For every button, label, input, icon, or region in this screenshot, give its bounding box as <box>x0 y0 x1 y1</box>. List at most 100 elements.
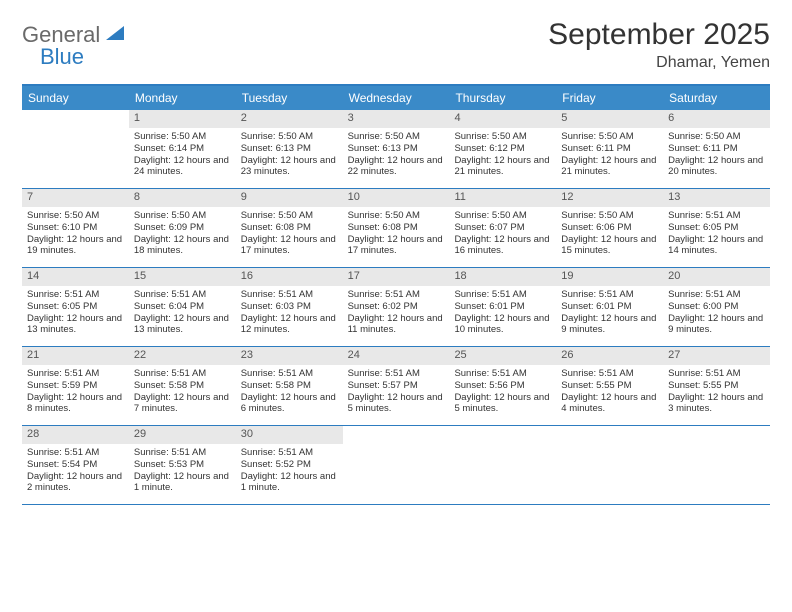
day-cell: 4Sunrise: 5:50 AMSunset: 6:12 PMDaylight… <box>449 110 556 188</box>
sunrise-line: Sunrise: 5:50 AM <box>348 210 445 222</box>
sunrise-line: Sunrise: 5:51 AM <box>27 289 124 301</box>
sunrise-line: Sunrise: 5:50 AM <box>454 131 551 143</box>
sunrise-line: Sunrise: 5:51 AM <box>241 368 338 380</box>
day-cell: 13Sunrise: 5:51 AMSunset: 6:05 PMDayligh… <box>663 189 770 267</box>
sunset-line: Sunset: 5:53 PM <box>134 459 231 471</box>
day-cell <box>663 426 770 504</box>
day-number: 17 <box>343 268 450 286</box>
sunrise-line: Sunrise: 5:51 AM <box>454 289 551 301</box>
sunset-line: Sunset: 6:08 PM <box>348 222 445 234</box>
day-number: 19 <box>556 268 663 286</box>
week-row: 21Sunrise: 5:51 AMSunset: 5:59 PMDayligh… <box>22 347 770 426</box>
sunset-line: Sunset: 5:58 PM <box>134 380 231 392</box>
day-number: 11 <box>449 189 556 207</box>
sunrise-line: Sunrise: 5:51 AM <box>241 447 338 459</box>
day-cell <box>449 426 556 504</box>
weekday-header: Sunday <box>22 86 129 110</box>
day-number: 3 <box>343 110 450 128</box>
daylight-line: Daylight: 12 hours and 5 minutes. <box>454 392 551 416</box>
day-cell: 5Sunrise: 5:50 AMSunset: 6:11 PMDaylight… <box>556 110 663 188</box>
day-number: 18 <box>449 268 556 286</box>
day-body: Sunrise: 5:50 AMSunset: 6:07 PMDaylight:… <box>449 207 556 263</box>
daylight-line: Daylight: 12 hours and 17 minutes. <box>348 234 445 258</box>
daylight-line: Daylight: 12 hours and 1 minute. <box>241 471 338 495</box>
day-cell: 28Sunrise: 5:51 AMSunset: 5:54 PMDayligh… <box>22 426 129 504</box>
day-body: Sunrise: 5:51 AMSunset: 5:56 PMDaylight:… <box>449 365 556 421</box>
sunrise-line: Sunrise: 5:51 AM <box>668 289 765 301</box>
day-cell: 18Sunrise: 5:51 AMSunset: 6:01 PMDayligh… <box>449 268 556 346</box>
day-number: 9 <box>236 189 343 207</box>
week-row: 1Sunrise: 5:50 AMSunset: 6:14 PMDaylight… <box>22 110 770 189</box>
sunrise-line: Sunrise: 5:51 AM <box>134 289 231 301</box>
sunrise-line: Sunrise: 5:50 AM <box>241 210 338 222</box>
day-cell: 8Sunrise: 5:50 AMSunset: 6:09 PMDaylight… <box>129 189 236 267</box>
sunset-line: Sunset: 5:59 PM <box>27 380 124 392</box>
daylight-line: Daylight: 12 hours and 23 minutes. <box>241 155 338 179</box>
sunset-line: Sunset: 6:07 PM <box>454 222 551 234</box>
day-body: Sunrise: 5:51 AMSunset: 5:58 PMDaylight:… <box>236 365 343 421</box>
day-cell <box>22 110 129 188</box>
sunrise-line: Sunrise: 5:51 AM <box>241 289 338 301</box>
day-body: Sunrise: 5:51 AMSunset: 6:05 PMDaylight:… <box>663 207 770 263</box>
daylight-line: Daylight: 12 hours and 3 minutes. <box>668 392 765 416</box>
day-number: 10 <box>343 189 450 207</box>
sunset-line: Sunset: 6:06 PM <box>561 222 658 234</box>
day-body: Sunrise: 5:50 AMSunset: 6:14 PMDaylight:… <box>129 128 236 184</box>
sunrise-line: Sunrise: 5:50 AM <box>27 210 124 222</box>
day-cell: 16Sunrise: 5:51 AMSunset: 6:03 PMDayligh… <box>236 268 343 346</box>
day-number: 5 <box>556 110 663 128</box>
day-number: 14 <box>22 268 129 286</box>
sunset-line: Sunset: 5:54 PM <box>27 459 124 471</box>
day-cell: 6Sunrise: 5:50 AMSunset: 6:11 PMDaylight… <box>663 110 770 188</box>
header: General September 2025 Dhamar, Yemen <box>22 18 770 72</box>
day-cell: 14Sunrise: 5:51 AMSunset: 6:05 PMDayligh… <box>22 268 129 346</box>
daylight-line: Daylight: 12 hours and 24 minutes. <box>134 155 231 179</box>
day-number: 29 <box>129 426 236 444</box>
weekday-header: Tuesday <box>236 86 343 110</box>
location-label: Dhamar, Yemen <box>548 54 770 72</box>
day-cell: 30Sunrise: 5:51 AMSunset: 5:52 PMDayligh… <box>236 426 343 504</box>
day-number: 13 <box>663 189 770 207</box>
day-body: Sunrise: 5:51 AMSunset: 6:00 PMDaylight:… <box>663 286 770 342</box>
day-number: 20 <box>663 268 770 286</box>
sunrise-line: Sunrise: 5:51 AM <box>134 447 231 459</box>
day-cell: 26Sunrise: 5:51 AMSunset: 5:55 PMDayligh… <box>556 347 663 425</box>
daylight-line: Daylight: 12 hours and 11 minutes. <box>348 313 445 337</box>
day-body: Sunrise: 5:51 AMSunset: 5:57 PMDaylight:… <box>343 365 450 421</box>
daylight-line: Daylight: 12 hours and 18 minutes. <box>134 234 231 258</box>
week-row: 14Sunrise: 5:51 AMSunset: 6:05 PMDayligh… <box>22 268 770 347</box>
day-cell: 1Sunrise: 5:50 AMSunset: 6:14 PMDaylight… <box>129 110 236 188</box>
sunrise-line: Sunrise: 5:50 AM <box>561 131 658 143</box>
day-number: 26 <box>556 347 663 365</box>
day-cell: 10Sunrise: 5:50 AMSunset: 6:08 PMDayligh… <box>343 189 450 267</box>
daylight-line: Daylight: 12 hours and 21 minutes. <box>561 155 658 179</box>
day-body: Sunrise: 5:51 AMSunset: 5:55 PMDaylight:… <box>663 365 770 421</box>
day-number: 25 <box>449 347 556 365</box>
day-cell <box>556 426 663 504</box>
day-body: Sunrise: 5:51 AMSunset: 6:01 PMDaylight:… <box>556 286 663 342</box>
day-number: 6 <box>663 110 770 128</box>
weekday-header: Saturday <box>663 86 770 110</box>
daylight-line: Daylight: 12 hours and 14 minutes. <box>668 234 765 258</box>
day-cell: 20Sunrise: 5:51 AMSunset: 6:00 PMDayligh… <box>663 268 770 346</box>
day-body: Sunrise: 5:51 AMSunset: 6:05 PMDaylight:… <box>22 286 129 342</box>
day-number: 15 <box>129 268 236 286</box>
daylight-line: Daylight: 12 hours and 19 minutes. <box>27 234 124 258</box>
daylight-line: Daylight: 12 hours and 15 minutes. <box>561 234 658 258</box>
daylight-line: Daylight: 12 hours and 21 minutes. <box>454 155 551 179</box>
day-body: Sunrise: 5:51 AMSunset: 5:55 PMDaylight:… <box>556 365 663 421</box>
logo-sail-icon <box>104 24 126 47</box>
day-number: 8 <box>129 189 236 207</box>
day-body: Sunrise: 5:50 AMSunset: 6:08 PMDaylight:… <box>343 207 450 263</box>
sunset-line: Sunset: 6:11 PM <box>561 143 658 155</box>
day-number: 16 <box>236 268 343 286</box>
daylight-line: Daylight: 12 hours and 2 minutes. <box>27 471 124 495</box>
weekday-header: Wednesday <box>343 86 450 110</box>
sunset-line: Sunset: 6:05 PM <box>27 301 124 313</box>
day-body: Sunrise: 5:51 AMSunset: 5:59 PMDaylight:… <box>22 365 129 421</box>
daylight-line: Daylight: 12 hours and 6 minutes. <box>241 392 338 416</box>
sunrise-line: Sunrise: 5:51 AM <box>27 447 124 459</box>
day-body: Sunrise: 5:50 AMSunset: 6:11 PMDaylight:… <box>556 128 663 184</box>
sunset-line: Sunset: 6:01 PM <box>454 301 551 313</box>
day-number: 23 <box>236 347 343 365</box>
